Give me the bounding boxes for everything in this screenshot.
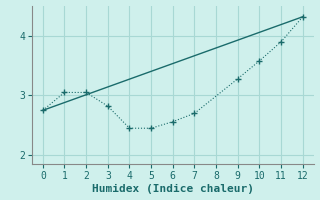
- X-axis label: Humidex (Indice chaleur): Humidex (Indice chaleur): [92, 184, 254, 194]
